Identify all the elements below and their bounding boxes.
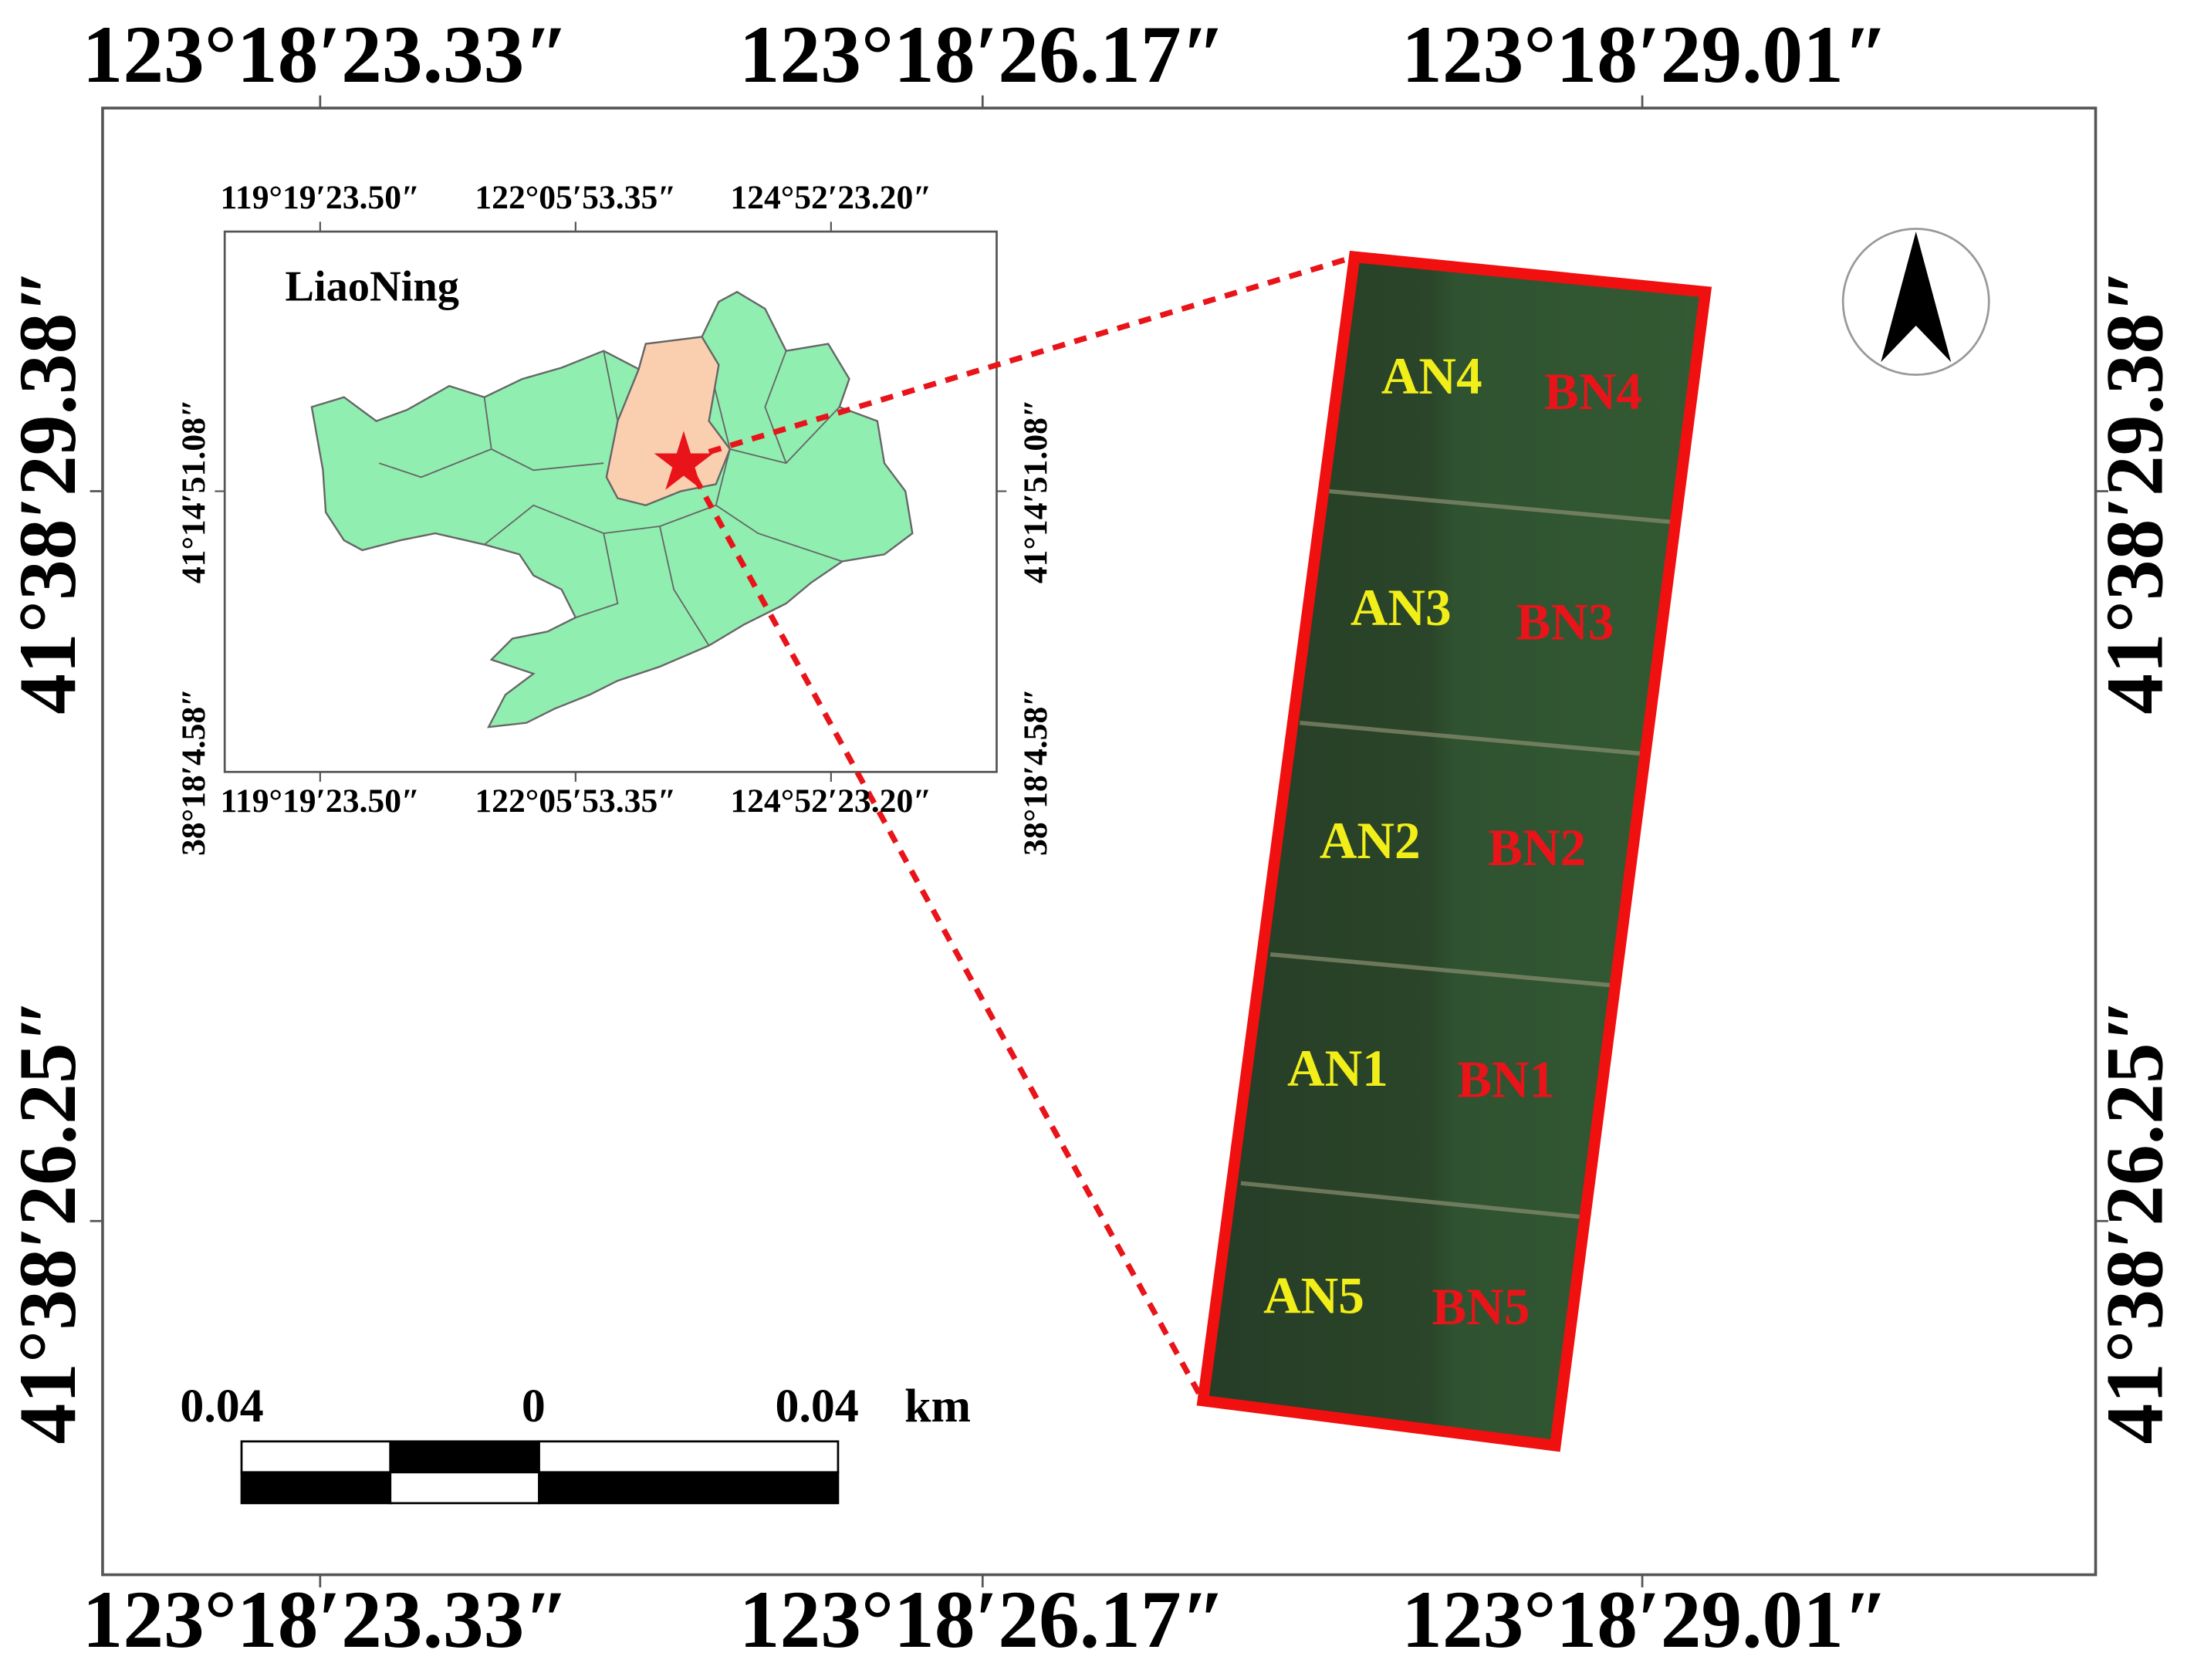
inset-top-coordinate: 122°05′53.35″ bbox=[475, 179, 676, 216]
plot-dividers bbox=[1240, 488, 1674, 1219]
study-site-star bbox=[654, 431, 714, 490]
plot-label-b: BN2 bbox=[1488, 819, 1586, 877]
scale-label: 0.04 bbox=[180, 1380, 263, 1432]
top-coordinate: 123°18′23.33″ bbox=[83, 9, 570, 100]
plot-label-a: AN2 bbox=[1320, 812, 1421, 870]
inset-title: LiaoNing bbox=[285, 262, 459, 310]
plot-label-a: AN1 bbox=[1287, 1039, 1388, 1097]
map-frame bbox=[101, 106, 2098, 1577]
plot-label-b: BN5 bbox=[1432, 1278, 1530, 1336]
inset-ticks bbox=[215, 221, 1007, 783]
left-coordinate: 41°38′29.38″ bbox=[2, 268, 93, 714]
inset-bottom-coordinate: 119°19′23.50″ bbox=[221, 783, 421, 820]
plot-label-b: BN1 bbox=[1457, 1050, 1555, 1108]
scale-bar bbox=[240, 1440, 840, 1505]
plot-label-a: AN5 bbox=[1263, 1266, 1364, 1324]
north-arrow bbox=[1881, 232, 1952, 363]
liaoning-province bbox=[310, 290, 914, 728]
plot-label-a: AN4 bbox=[1381, 347, 1482, 405]
inset-right-coordinate: 38°18′4.58″ bbox=[1017, 688, 1054, 856]
bottom-coordinate: 123°18′26.17″ bbox=[739, 1574, 1226, 1665]
inset-top-coordinate: 124°52′23.20″ bbox=[730, 179, 931, 216]
scale-label: 0.04 bbox=[776, 1380, 859, 1432]
inset-right-coordinate: 41°14′51.08″ bbox=[1017, 399, 1054, 583]
bottom-coordinate: 123°18′23.33″ bbox=[83, 1574, 570, 1665]
field-border bbox=[1196, 250, 1712, 1452]
inset-bottom-coordinate: 124°52′23.20″ bbox=[730, 783, 931, 820]
inset-bottom-coordinate: 122°05′53.35″ bbox=[475, 783, 676, 820]
scale-unit: km bbox=[904, 1380, 971, 1432]
plot-label-b: BN3 bbox=[1516, 593, 1614, 651]
plot-label-a: AN3 bbox=[1351, 579, 1452, 637]
inset-top-coordinate: 119°19′23.50″ bbox=[221, 179, 421, 216]
zoom-lines bbox=[692, 254, 1356, 1402]
plot-label-b: BN4 bbox=[1544, 363, 1642, 421]
right-coordinate: 41°38′29.38″ bbox=[2090, 268, 2180, 714]
top-coordinate: 123°18′29.01″ bbox=[1401, 9, 1888, 100]
top-coordinate: 123°18′26.17″ bbox=[739, 9, 1226, 100]
inset-left-coordinate: 41°14′51.08″ bbox=[175, 399, 212, 583]
frame-ticks bbox=[90, 95, 2108, 1587]
bottom-coordinate: 123°18′29.01″ bbox=[1401, 1574, 1888, 1665]
inset-left-coordinate: 38°18′4.58″ bbox=[175, 688, 212, 856]
right-coordinate: 41°38′26.25″ bbox=[2090, 998, 2180, 1444]
left-coordinate: 41°38′26.25″ bbox=[2, 998, 93, 1444]
field-image bbox=[1202, 256, 1706, 1446]
scale-label: 0 bbox=[522, 1380, 546, 1432]
